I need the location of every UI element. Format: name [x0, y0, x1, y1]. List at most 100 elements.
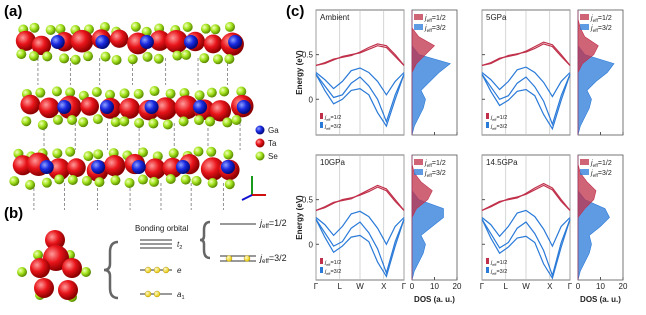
legend-swatch — [320, 267, 323, 273]
label-sub: eff — [492, 263, 497, 267]
label-main: j — [490, 115, 493, 121]
se-atom — [206, 146, 217, 157]
se-atom — [224, 53, 235, 64]
legend-swatch — [414, 169, 423, 175]
se-atom — [81, 175, 92, 186]
se-atom — [83, 51, 94, 62]
ta-atom — [164, 29, 188, 54]
se-atom — [110, 117, 121, 128]
x-axis-label: DOS (a. u.) — [580, 295, 621, 304]
label-main: j — [424, 170, 427, 177]
se-atom — [28, 51, 39, 62]
legend-swatch — [414, 14, 423, 20]
label: jeff=3/2 — [590, 170, 612, 179]
label-rest: =3/2 — [598, 170, 612, 177]
label-sub: eff — [593, 28, 599, 34]
label: jeff=3/2 — [424, 170, 446, 179]
ta-atom — [174, 95, 199, 120]
se-atom — [206, 87, 217, 98]
y-axis-label: Energy (eV) — [295, 195, 304, 240]
k-label: X — [547, 282, 553, 291]
label: jeff=1/2 — [590, 15, 612, 24]
band-line — [315, 67, 405, 96]
panel-title: Ambient — [320, 13, 350, 22]
label-rest: =1/2 — [432, 15, 446, 22]
label-rest: =3/2 — [432, 25, 446, 32]
legend-swatch — [486, 258, 489, 264]
se-atom — [222, 117, 233, 128]
se-atom — [55, 23, 66, 34]
ta-atom — [47, 158, 71, 181]
se-atom — [124, 177, 135, 188]
legend-atom — [255, 138, 265, 148]
dos-area — [577, 10, 599, 135]
label-main: j — [324, 269, 327, 275]
ta-atom — [43, 245, 69, 271]
label: jeff=1/2 — [424, 15, 446, 24]
band-line — [481, 218, 571, 278]
se-atom — [52, 114, 63, 125]
se-atom — [191, 175, 202, 186]
ga-atom — [100, 100, 115, 114]
label-main: j — [590, 15, 593, 22]
se-atom — [149, 86, 160, 97]
legend-swatch — [414, 24, 423, 30]
se-atom — [67, 115, 78, 126]
ta-atom — [31, 35, 52, 56]
se-atom — [141, 26, 152, 37]
label-main: j — [259, 253, 263, 263]
label-rest: =1/2 — [330, 260, 341, 266]
se-atom — [81, 267, 91, 277]
ta-atom — [200, 157, 225, 181]
ga-atom — [131, 160, 146, 174]
ta-atom — [20, 94, 41, 115]
se-atom — [51, 86, 62, 97]
label-main: j — [590, 170, 593, 177]
panel-title: 14.5GPa — [486, 158, 518, 167]
se-atom — [119, 116, 130, 127]
se-atom — [42, 51, 53, 62]
ta-atom — [110, 29, 129, 48]
label: jeff=1/2 — [590, 160, 612, 169]
se-atom — [94, 177, 105, 188]
label: jeff=1/2 — [324, 260, 341, 267]
label-sub: eff — [593, 18, 599, 24]
label-sub: eff — [427, 18, 433, 24]
label-main: j — [324, 124, 327, 130]
bonding-label: Bonding orbital — [135, 224, 189, 233]
label-main: j — [424, 160, 427, 167]
band-line — [481, 184, 571, 211]
se-atom — [224, 21, 235, 32]
se-atom — [180, 174, 191, 185]
label-main: j — [590, 25, 593, 32]
label-rest: =3/2 — [330, 269, 341, 275]
ta-atom — [149, 30, 171, 51]
brace — [103, 240, 119, 300]
ta-atom — [70, 29, 94, 53]
label-main: e — [177, 266, 182, 275]
band-line — [315, 219, 405, 278]
band-line — [481, 182, 571, 211]
label: jeff=1/2 — [259, 218, 287, 230]
electron — [162, 266, 170, 274]
y-tick-label: 0 — [309, 95, 314, 104]
ga-atom — [220, 160, 235, 174]
label-rest: =3/2 — [330, 124, 341, 130]
ga-atom — [175, 160, 190, 174]
band-line — [315, 74, 405, 128]
ta-atom — [103, 155, 126, 177]
se-atom — [149, 176, 160, 187]
label: jeff=3/2 — [259, 253, 287, 265]
label: jeff=1/2 — [324, 115, 341, 122]
label-sub: eff — [593, 173, 599, 179]
label-rest: =3/2 — [432, 170, 446, 177]
label-sub: eff — [262, 258, 269, 265]
band-line — [315, 45, 405, 66]
ta-atom — [45, 230, 65, 250]
band-line — [481, 209, 571, 248]
se-atom — [25, 179, 36, 190]
ga-atom — [57, 100, 72, 114]
k-label: Γ — [480, 282, 485, 291]
ta-atom — [15, 30, 36, 51]
